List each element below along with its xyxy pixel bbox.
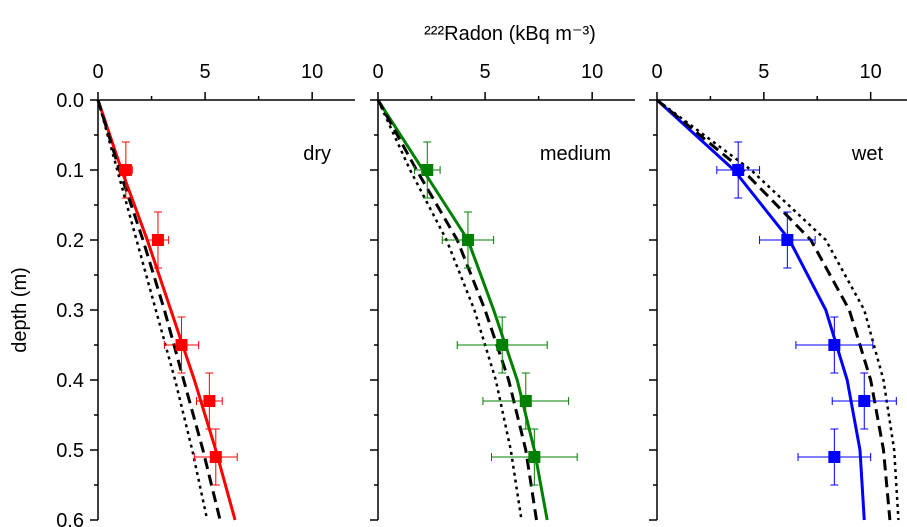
data-point: [496, 339, 509, 351]
x-tick-label: 0: [372, 61, 383, 83]
data-point: [151, 234, 164, 246]
panel-label: dry: [303, 143, 331, 165]
y-tick-label: 0.3: [56, 300, 84, 322]
data-point: [732, 164, 745, 176]
curve: [376, 99, 523, 521]
data-point: [461, 234, 474, 246]
y-tick-label: 0.5: [56, 440, 84, 462]
data-point: [828, 339, 841, 351]
x-tick-label: 5: [758, 61, 769, 83]
curve: [656, 98, 900, 521]
x-tick-label: 5: [480, 61, 491, 83]
curve: [96, 99, 209, 521]
x-tick-label: 10: [581, 61, 603, 83]
x-tick-label: 0: [92, 61, 103, 83]
y-tick-label: 0.6: [56, 510, 84, 527]
y-tick-label: 0.4: [56, 370, 84, 392]
y-axis-label: depth (m): [9, 267, 31, 353]
data-point: [528, 451, 541, 463]
data-point: [209, 451, 222, 463]
data-point: [781, 234, 794, 246]
data-point: [858, 395, 871, 407]
y-tick-label: 0.2: [56, 230, 84, 252]
data-point: [203, 395, 216, 407]
data-point: [828, 451, 841, 463]
panel-label: medium: [540, 143, 611, 165]
chart-title: ²²²Radon (kBq m⁻³): [424, 23, 596, 45]
data-point: [175, 339, 188, 351]
panel-label: wet: [851, 143, 884, 165]
y-tick-label: 0.1: [56, 160, 84, 182]
y-tick-label: 0.0: [56, 90, 84, 112]
curve: [376, 99, 538, 521]
data-point: [421, 164, 434, 176]
data-point: [119, 164, 132, 176]
data-point: [519, 395, 532, 407]
x-tick-label: 10: [301, 61, 323, 83]
x-tick-label: 0: [651, 61, 662, 83]
x-tick-label: 5: [200, 61, 211, 83]
x-tick-label: 10: [860, 61, 882, 83]
